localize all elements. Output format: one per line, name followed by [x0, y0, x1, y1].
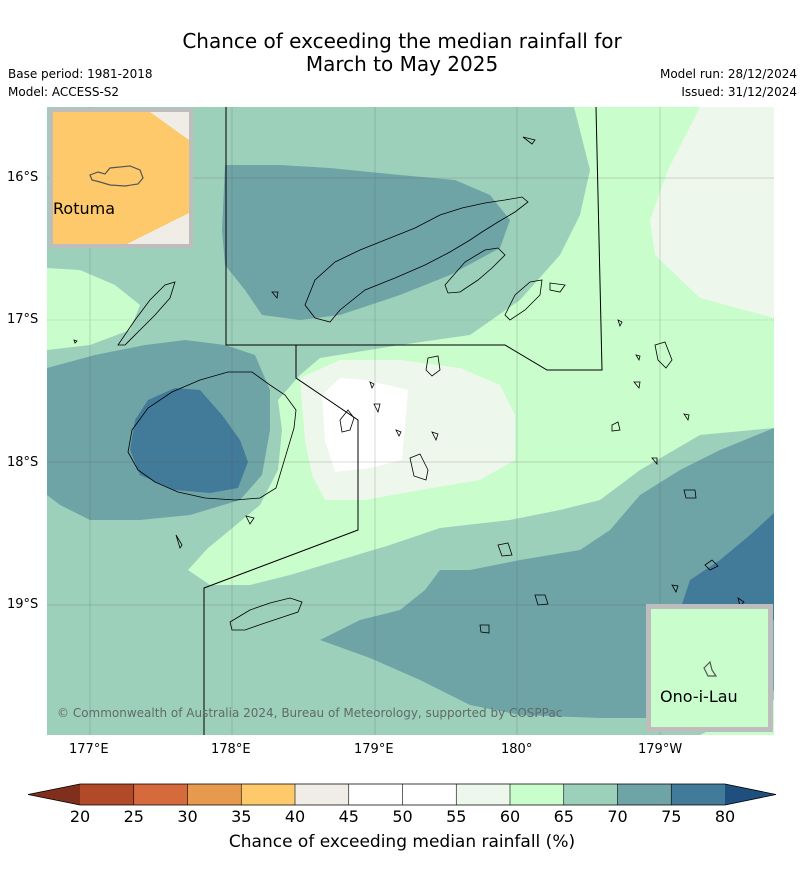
- taveuni-island: [444, 247, 506, 294]
- region-70-75-north: [222, 165, 510, 320]
- colorbar-tick-label: 40: [284, 807, 306, 826]
- colorbar-swatch: [295, 784, 350, 805]
- colorbar-tick-label: 30: [177, 807, 198, 826]
- colorbar-outline: [27, 783, 777, 806]
- lomaiviti-islands: [369, 381, 439, 442]
- colorbar-tick-label: 80: [714, 807, 736, 826]
- x-tick-label: 180°: [501, 742, 533, 757]
- colorbar: [27, 783, 777, 806]
- vanua-levu-island: [304, 196, 529, 323]
- colorbar-swatch: [187, 784, 242, 805]
- colorbar-tick-label: 55: [446, 807, 467, 826]
- rotuma-inset: [49, 108, 193, 248]
- colorbar-swatch: [241, 784, 296, 805]
- koro-island: [425, 355, 441, 377]
- colorbar-title: Chance of exceeding median rainfall (%): [228, 832, 576, 852]
- x-tick-label: 179°E: [354, 742, 394, 757]
- boundary-lines: [203, 106, 603, 735]
- y-tick-label: 18°S: [7, 455, 39, 470]
- colorbar-swatch: [510, 784, 565, 805]
- model-run-text: Model run: 28/12/2024: [659, 67, 797, 81]
- colorbar-tick-label: 45: [338, 807, 359, 826]
- gau-island: [409, 453, 429, 481]
- colorbar-swatch: [402, 784, 457, 805]
- vanua-balavu-island: [654, 341, 673, 369]
- colorbar-tick-label: 20: [69, 807, 91, 826]
- colorbar-over-arrow: [725, 784, 776, 805]
- qamea-island: [504, 279, 543, 321]
- model-text: Model: ACCESS-S2: [8, 85, 120, 99]
- x-tick-label: 179°W: [638, 742, 683, 757]
- base-period-text: Base period: 1981-2018: [8, 67, 153, 81]
- colorbar-swatch: [456, 784, 511, 805]
- colorbar-tick-label: 70: [607, 807, 628, 826]
- colorbar-tick-label: 50: [392, 807, 413, 826]
- colorbar-swatch: [348, 784, 403, 805]
- colorbar-tick-label: 65: [553, 807, 574, 826]
- colorbar-under-arrow: [28, 784, 80, 805]
- ono-i-lau-label: Ono-i-Lau: [660, 687, 738, 706]
- region-75-80-west: [130, 388, 248, 493]
- ono-i-lau-inset: [646, 604, 773, 732]
- colorbar-swatch: [80, 784, 135, 805]
- meta-left: Base period: 1981-2018 Model: ACCESS-S2: [8, 65, 153, 101]
- region-55-60-northeast: [650, 107, 774, 318]
- matuku-island: [479, 624, 490, 634]
- northern-islands: [73, 136, 641, 549]
- meta-right: Model run: 28/12/2024 Issued: 31/12/2024: [660, 65, 797, 101]
- ono-i-lau-island-outline: [703, 660, 718, 677]
- x-tick-label: 178°E: [211, 742, 251, 757]
- ovalau-island: [339, 409, 355, 433]
- x-tick-label: 177°E: [69, 742, 109, 757]
- moala-island: [497, 542, 513, 557]
- y-tick-label: 16°S: [7, 170, 39, 185]
- issued-text: Issued: 31/12/2024: [681, 85, 797, 99]
- colorbar-swatch: [563, 784, 618, 805]
- lakeba-island: [611, 421, 621, 432]
- colorbar-swatch: [133, 784, 188, 805]
- copyright-text: © Commonwealth of Australia 2024, Bureau…: [57, 706, 563, 720]
- viti-levu-island: [127, 371, 297, 501]
- region-75-80-southeast: [680, 513, 774, 620]
- yasawa-islands: [117, 281, 176, 346]
- y-tick-label: 19°S: [7, 597, 39, 612]
- map-title-line-1: Chance of exceeding the median rainfall …: [182, 29, 622, 53]
- totoya-island: [534, 594, 549, 606]
- islands: [73, 136, 745, 634]
- kadavu-island: [229, 597, 303, 631]
- colorbar-tick-label: 35: [231, 807, 252, 826]
- colorbar-tick-label: 25: [123, 807, 144, 826]
- region-45-50: [322, 378, 408, 472]
- map-title: Chance of exceeding the median rainfall …: [0, 30, 804, 76]
- region-60-65-west: [47, 268, 140, 350]
- map-title-line-2: March to May 2025: [305, 52, 499, 76]
- colorbar-swatch: [671, 784, 726, 805]
- colorbar-tick-label: 75: [661, 807, 682, 826]
- colorbar-tick-label: 60: [499, 807, 521, 826]
- rotuma-label: Rotuma: [53, 199, 115, 218]
- y-tick-label: 17°S: [7, 312, 39, 327]
- rotuma-island-outline: [89, 165, 144, 187]
- colorbar-swatch: [617, 784, 672, 805]
